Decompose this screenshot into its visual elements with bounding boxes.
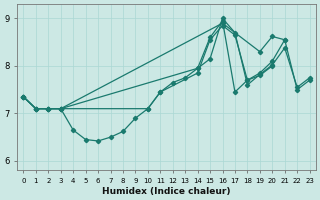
X-axis label: Humidex (Indice chaleur): Humidex (Indice chaleur): [102, 187, 231, 196]
